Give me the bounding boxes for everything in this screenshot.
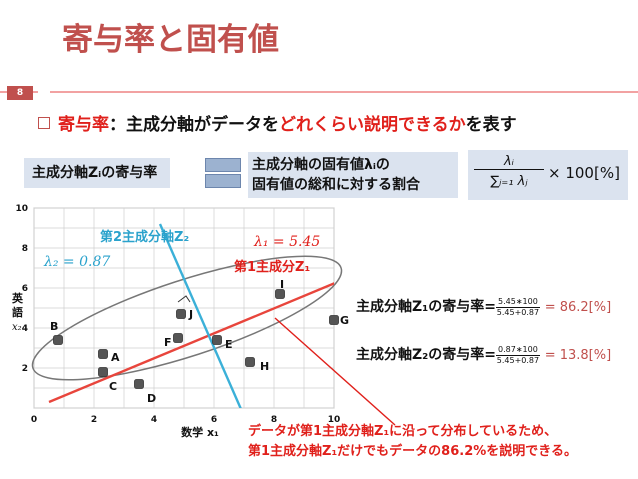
data-point-label: D (147, 392, 156, 405)
y-tick-label: 10 (15, 204, 28, 214)
formula-numerator: λᵢ (474, 154, 544, 170)
data-point-g (329, 315, 339, 325)
data-point-a (98, 349, 108, 359)
formula-box: λᵢ ∑ⱼ₌₁ λⱼ × 100[%] (468, 150, 628, 200)
data-point-j (176, 309, 186, 319)
data-point-label: C (109, 380, 117, 393)
data-point-d (134, 379, 144, 389)
eigen-ratio-line1: 主成分軸の固有値λᵢの (252, 157, 390, 173)
bullet-emphasis: どれくらい説明できるか (279, 115, 466, 135)
contribution-result: = 86.2[%] (544, 300, 612, 315)
data-point-label: I (280, 278, 284, 291)
conclusion-note: データが第1主成分軸Z₁に沿って分布しているため、 第1主成分軸Z₁だけでもデー… (248, 422, 577, 462)
data-point-label: B (50, 320, 58, 333)
right-angle-marker (177, 295, 191, 303)
eigen-ratio-box: 主成分軸の固有値λᵢの 固有値の総和に対する割合 (248, 152, 458, 198)
bullet-tail: を表す (465, 115, 517, 135)
x-tick-label: 10 (328, 415, 341, 425)
page-number-badge: 8 (7, 86, 33, 100)
axis2-eigenvalue: λ₂ = 0.87 (43, 254, 110, 270)
data-point-label: F (164, 336, 172, 349)
data-spread-ellipse (31, 255, 343, 381)
x-tick-label: 0 (31, 415, 37, 425)
contribution-result: = 13.8[%] (544, 348, 612, 363)
data-point-label: J (188, 308, 193, 321)
bullet-text: 寄与率：主成分軸がデータをどれくらい説明できるかを表す (58, 110, 517, 135)
bullet-term: 寄与率 (58, 115, 109, 135)
conclusion-line-1: データが第1主成分軸Z₁に沿って分布しているため、 (248, 424, 558, 439)
principal-axis-1 (48, 282, 334, 404)
data-point-e (212, 335, 222, 345)
contribution-label: 主成分軸Z₁の寄与率= (356, 299, 497, 315)
conclusion-line-2: 第1主成分軸Z₁だけでもデータの86.2%を説明できる。 (248, 444, 578, 459)
fraction-denominator: 5.45+0.87 (496, 355, 540, 365)
data-point-c (98, 367, 108, 377)
contribution-row-2: 主成分軸Z₂の寄与率= 0.87∗100 5.45+0.87 = 13.8[%] (356, 344, 611, 366)
eigen-ratio-line2: 固有値の総和に対する割合 (252, 177, 420, 193)
bullet-mid: 主成分軸がデータを (126, 115, 279, 135)
contribution-label-box: 主成分軸Zᵢの寄与率 (24, 158, 170, 188)
contribution-label: 主成分軸Z₂の寄与率= (356, 347, 497, 363)
data-point-f (173, 333, 183, 343)
callout-arrow-line (274, 317, 396, 426)
bullet-square-icon (38, 117, 50, 129)
chart-gridlines (33, 207, 335, 409)
title-divider-right (50, 91, 638, 93)
data-point-h (245, 357, 255, 367)
principal-axis-2 (158, 223, 242, 408)
y-axis-label-2: 語 (12, 305, 23, 319)
pca-scatter-chart: 0 2 4 6 8 10 2 4 6 8 10 数学 x₁ 英 語 x₂ A B C D E F G H I J 第2… (11, 204, 396, 439)
axis2-label: 第2主成分軸Z₂ (100, 229, 189, 245)
axis1-label: 第1主成分Z₁ (234, 259, 310, 275)
x-tick-label: 2 (91, 415, 97, 425)
data-point-label: A (111, 351, 120, 364)
data-point-label: H (260, 360, 269, 373)
y-axis-label-1: 英 (11, 291, 24, 305)
y-tick-label: 6 (22, 284, 28, 294)
formula-denominator: ∑ⱼ₌₁ λⱼ (490, 174, 528, 189)
contribution-fraction: 5.45∗100 5.45+0.87 (496, 297, 540, 318)
formula-multiplier: × 100[%] (548, 164, 620, 182)
y-tick-label: 4 (22, 324, 28, 334)
y-tick-label: 2 (22, 364, 28, 374)
x-tick-label: 6 (211, 415, 217, 425)
axis1-eigenvalue: λ₁ = 5.45 (253, 234, 320, 250)
data-point-b (53, 335, 63, 345)
bullet-separator: ： (109, 115, 126, 135)
equals-icon-bottom-bar (205, 174, 241, 188)
contribution-row-1: 主成分軸Z₁の寄与率= 5.45∗100 5.45+0.87 = 86.2[%] (356, 296, 611, 318)
y-tick-label: 8 (22, 244, 28, 254)
fraction-numerator: 0.87∗100 (496, 344, 540, 356)
principal-axes (48, 223, 334, 408)
y-axis-label-3: x₂ (12, 322, 22, 333)
fraction-numerator: 5.45∗100 (496, 296, 540, 308)
fraction-denominator: 5.45+0.87 (496, 307, 540, 317)
x-tick-label: 8 (271, 415, 277, 425)
equals-icon-top-bar (205, 158, 241, 172)
contribution-fraction: 0.87∗100 5.45+0.87 (496, 345, 540, 366)
x-axis-label: 数学 x₁ (181, 425, 219, 439)
data-points: A B C D E F G H I J (50, 278, 349, 405)
x-tick-label: 4 (151, 415, 157, 425)
data-point-label: E (225, 338, 233, 351)
slide-title: 寄与率と固有値 (62, 22, 279, 58)
data-point-i (275, 289, 285, 299)
data-point-label: G (340, 314, 349, 327)
chart-tick-labels: 0 2 4 6 8 10 2 4 6 8 10 (15, 204, 340, 425)
